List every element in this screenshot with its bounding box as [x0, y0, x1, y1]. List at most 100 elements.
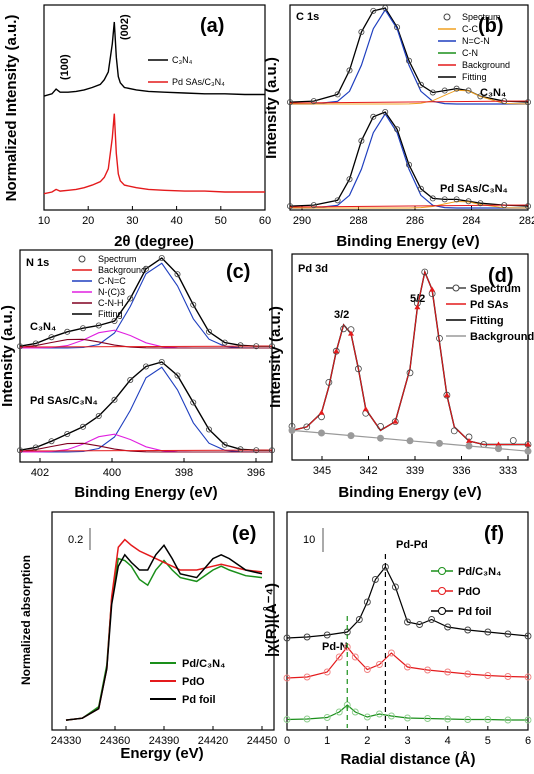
series-point: [363, 598, 371, 606]
spectrum-point: [253, 447, 260, 454]
x-tick-label: 282: [519, 215, 534, 227]
x-tick-label: 1: [324, 735, 330, 747]
panel-c-sample-2: Pd SAs/C₃N₄: [30, 395, 98, 407]
spectrum-point: [501, 98, 508, 105]
x-tick-label: 4: [445, 735, 451, 747]
legend-marker: [78, 255, 86, 263]
x-tick-label: 336: [452, 465, 470, 477]
spectrum-point: [174, 271, 181, 278]
legend-entry: Background: [98, 265, 146, 275]
spectrum-point: [525, 203, 532, 210]
spectrum-point: [334, 197, 341, 204]
panel-a-annot-100: (100): [59, 54, 71, 80]
panel-c-sample-1: C₃N₄: [30, 321, 56, 333]
series-point: [404, 663, 411, 671]
spectrum-point: [417, 81, 424, 88]
legend-entry: Fitting: [98, 309, 123, 319]
fitting-line-lower: [19, 361, 272, 451]
spectrum-point: [111, 317, 118, 324]
background-point: [406, 437, 414, 445]
panel-e-plot: [65, 538, 263, 721]
series-point: [355, 616, 363, 623]
panel-e-xticks: 24330 24360 24390 24420 24450: [51, 726, 278, 747]
ncn-component-upper: [290, 8, 528, 105]
spectrum-point: [158, 254, 165, 261]
series-point: [484, 628, 492, 636]
spectrum-point: [334, 91, 341, 98]
panel-e-frame: [51, 511, 275, 731]
series-point: [464, 626, 472, 634]
panel-e-legend: Pd/C₃N₄ PdO Pd foil: [150, 658, 225, 706]
spectrum-point: [64, 430, 71, 437]
cnh-component-upper: [19, 338, 272, 349]
spectrum-point: [382, 5, 389, 11]
panel-a-frame: [43, 4, 266, 211]
series-point: [484, 672, 492, 679]
legend-entry: Pd SAs: [470, 299, 509, 311]
series-point: [404, 714, 411, 722]
spectrum-point: [429, 89, 436, 96]
x-tick-label: 24390: [149, 735, 180, 747]
fitting-line-lower: [289, 111, 529, 207]
spectrum-point: [127, 376, 134, 383]
panel-b-sample-1: C₃N₄: [480, 87, 506, 99]
background-point: [377, 434, 384, 442]
spectrum-point: [142, 363, 149, 370]
spectrum-point: [436, 334, 443, 342]
series-point: [424, 715, 432, 722]
nc3-component-lower: [19, 433, 272, 453]
series-point: [303, 715, 311, 723]
spectrum-point: [95, 412, 102, 419]
panel-d-label: (d): [488, 265, 514, 287]
series-point: [283, 674, 291, 682]
series-point: [335, 653, 343, 661]
series-point: [424, 666, 432, 674]
spectrum-point: [453, 196, 460, 203]
panel-c-label: (c): [226, 261, 250, 283]
x-tick-label: 288: [349, 215, 367, 227]
spectrum-point: [477, 93, 484, 100]
legend-entry: C-C: [462, 24, 478, 34]
spectrum-point: [127, 295, 134, 302]
legend-entry: C-N=C: [98, 276, 126, 286]
x-tick-label: 50: [215, 215, 227, 227]
panel-d-xticks: 345 342 339 336 333: [313, 456, 517, 477]
panel-b-ylabel: Intensity (a.u.): [263, 57, 280, 159]
background-line-lower: [289, 204, 529, 208]
series-line-3: [65, 544, 263, 721]
spectrum-point: [441, 196, 448, 203]
spectrum-point: [417, 185, 424, 192]
series-point: [392, 583, 399, 591]
spectrum-point: [340, 325, 348, 333]
x-tick-label: 24450: [247, 735, 278, 747]
panel-f-ylabel: |χ(R)|(Å⁻⁴): [263, 583, 280, 657]
x-tick-label: 5: [485, 735, 491, 747]
pd-sas-marker: [414, 304, 421, 310]
spectrum-point: [465, 87, 472, 94]
panel-f-xlabel: Radial distance (Å): [340, 751, 475, 768]
x-tick-label: 402: [31, 467, 49, 479]
panel-b: (b) C 1s Intensity (a.u.) Binding Energy…: [263, 4, 534, 250]
pd-sas-marker: [466, 437, 472, 443]
legend-entry: Background: [470, 331, 534, 343]
legend-entry: Fitting: [470, 315, 504, 327]
x-tick-label: 24330: [51, 735, 82, 747]
spectrum-point: [303, 423, 311, 431]
series-line-1: [43, 21, 265, 97]
panel-a-annot-002: (002): [119, 14, 131, 40]
spectrum-point: [111, 396, 118, 403]
series-point: [404, 618, 411, 626]
panel-a-ylabel: Normalized Intensity (a.u.): [3, 15, 20, 202]
panel-b-legend: Spectrum C-C N=C-N C-N Background Fitting: [438, 12, 510, 82]
x-tick-label: 60: [259, 215, 271, 227]
spectrum-point: [95, 322, 102, 329]
x-tick-label: 3: [404, 735, 410, 747]
spectrum-point: [80, 325, 87, 332]
legend-marker: [438, 567, 446, 575]
series-point: [323, 668, 331, 676]
panel-d-corner-label: Pd 3d: [298, 263, 328, 275]
panel-d-annot-32: 3/2: [334, 309, 349, 321]
panel-b-xticks: 290 288 286 284 282: [293, 206, 534, 227]
panel-f-legend: Pd/C₃N₄ PdO Pd foil: [431, 566, 501, 618]
spectrum-point: [221, 441, 228, 448]
